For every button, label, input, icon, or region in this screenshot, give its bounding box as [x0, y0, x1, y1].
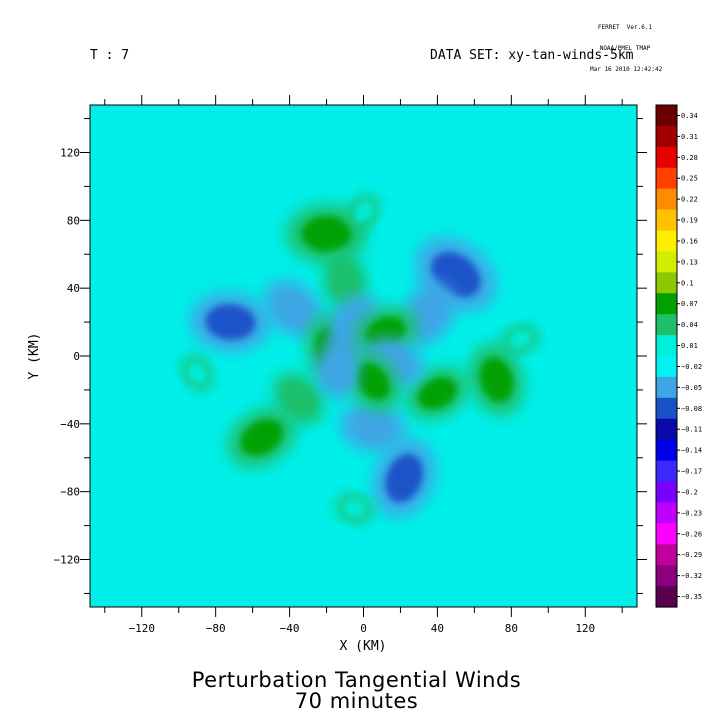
- colorbar-swatch: [656, 523, 677, 545]
- colorbar-swatch: [656, 272, 677, 294]
- colorbar-swatch: [656, 335, 677, 357]
- y-tick-label: 120: [60, 146, 80, 159]
- colorbar-label: −0.35: [681, 593, 702, 601]
- colorbar-label: 0.34: [681, 112, 698, 120]
- colorbar-swatch: [656, 146, 677, 169]
- colorbar-label: 0.01: [681, 342, 698, 350]
- field-feature: [339, 402, 407, 453]
- colorbar-swatch: [656, 105, 677, 127]
- field-feature: [272, 371, 325, 425]
- ferret-org: NOAA/PMEL TMAP: [599, 45, 651, 52]
- field-feature: [347, 194, 380, 230]
- field-feature: [335, 494, 373, 524]
- colorbar-label: −0.29: [681, 551, 702, 559]
- colorbar-swatch: [656, 188, 677, 211]
- y-tick-label: 40: [67, 282, 80, 295]
- field-feature: [181, 355, 213, 391]
- field-features: [181, 194, 540, 524]
- colorbar-label: 0.04: [681, 321, 698, 329]
- colorbar-label: 0.28: [681, 154, 698, 162]
- colorbar-label: −0.26: [681, 530, 702, 538]
- colorbar-swatch: [656, 460, 677, 483]
- colorbar-swatch: [656, 544, 677, 566]
- colorbar-swatch: [656, 439, 677, 462]
- colorbar-swatch: [656, 481, 677, 504]
- y-tick-label: −120: [54, 554, 81, 567]
- colorbar-swatch: [656, 565, 677, 587]
- x-tick-label: 40: [431, 622, 444, 635]
- field-feature: [468, 343, 525, 417]
- chart-title: Perturbation Tangential Winds: [191, 668, 522, 692]
- colorbar-swatch: [656, 376, 677, 399]
- colorbar-swatch: [656, 418, 677, 441]
- x-tick-label: 120: [575, 622, 595, 635]
- x-axis-label: X (KM): [340, 639, 387, 654]
- colorbar-swatch: [656, 230, 677, 253]
- axis-ticks: −120 −80 −40 0 40 80 120 −120 −80 −40 0 40 80 120: [54, 95, 647, 635]
- colorbar-label: −0.17: [681, 468, 702, 476]
- field-feature: [227, 406, 297, 468]
- x-tick-label: −80: [206, 622, 226, 635]
- time-label: T : 7: [90, 48, 130, 63]
- field-feature: [502, 324, 540, 354]
- colorbar: 0.34 0.31 0.28 0.25 0.22 0.19 0.16 0.13 0.1 0.07 0…: [655, 104, 702, 608]
- colorbar-swatch: [656, 314, 677, 336]
- colorbar-swatch: [656, 209, 677, 232]
- x-tick-label: −40: [280, 622, 300, 635]
- colorbar-swatch: [656, 251, 677, 273]
- ferret-timestamp: Mar 16 2010 12:42:42: [590, 66, 663, 73]
- colorbar-swatch: [656, 293, 677, 315]
- colorbar-swatch: [656, 167, 677, 190]
- colorbar-swatch: [656, 502, 677, 524]
- dataset-label: DATA SET: xy-tan-winds-5km: [430, 48, 634, 63]
- y-tick-label: −40: [60, 418, 80, 431]
- colorbar-label: 0.16: [681, 237, 698, 245]
- x-tick-label: 80: [505, 622, 518, 635]
- colorbar-label: −0.11: [681, 426, 702, 434]
- colorbar-label: 0.25: [681, 175, 698, 183]
- colorbar-label: 0.07: [681, 300, 698, 308]
- colorbar-swatch: [656, 356, 677, 378]
- colorbar-label: −0.02: [681, 363, 702, 371]
- field-feature: [263, 279, 324, 338]
- colorbar-swatch: [656, 397, 677, 420]
- colorbar-swatch: [656, 125, 677, 148]
- colorbar-frame: [655, 104, 678, 608]
- colorbar-label: 0.13: [681, 258, 698, 266]
- colorbar-label: −0.23: [681, 509, 702, 517]
- y-tick-label: 0: [73, 350, 80, 363]
- x-tick-label: 0: [360, 622, 367, 635]
- ferret-version: FERRET Ver.6.1: [597, 24, 653, 31]
- y-tick-label: −80: [60, 486, 80, 499]
- ferret-header: FERRET Ver.6.1 NOAA/PMEL TMAP Mar 16 201…: [590, 10, 663, 80]
- x-tick-label: −120: [128, 622, 155, 635]
- field-feature: [189, 291, 272, 353]
- field-feature: [372, 438, 436, 518]
- colorbar-label: 0.1: [681, 279, 694, 287]
- colorbar-label: 0.22: [681, 196, 698, 204]
- field-feature: [405, 366, 470, 421]
- colorbar-label: −0.08: [681, 405, 702, 413]
- plot-area: [90, 105, 637, 607]
- colorbar-label: −0.14: [681, 447, 702, 455]
- colorbar-label: 0.31: [681, 133, 698, 141]
- field-feature: [285, 203, 368, 265]
- y-axis-label: Y (KM): [27, 333, 42, 380]
- colorbar-label: −0.05: [681, 384, 702, 392]
- field-feature: [315, 339, 360, 400]
- colorbar-swatch: [656, 586, 677, 608]
- colorbar-label: −0.32: [681, 572, 702, 580]
- colorbar-label: 0.19: [681, 217, 698, 225]
- colorbar-label: −0.2: [681, 488, 698, 496]
- chart-subtitle: 70 minutes: [294, 689, 419, 713]
- y-tick-label: 80: [67, 214, 80, 227]
